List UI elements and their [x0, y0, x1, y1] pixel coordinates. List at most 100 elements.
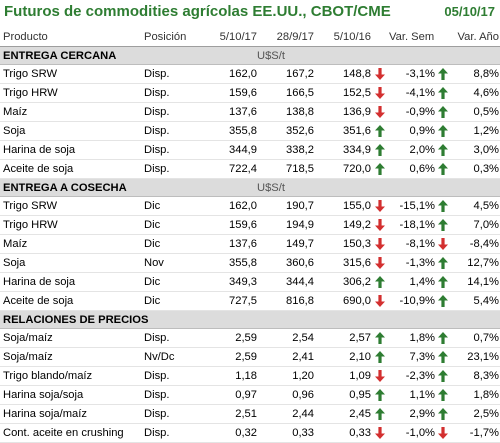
product-name: Harina soja/maíz	[0, 404, 144, 424]
col-header-date3: 5/10/16	[314, 28, 371, 47]
position: Dic	[144, 215, 212, 235]
yearly-change: 3,0%	[451, 140, 500, 160]
product-name: Harina de soja	[0, 140, 144, 160]
table-row: Soja Nov 355,8 360,6 315,6 -1,3% 12,7%	[0, 253, 500, 273]
price-current: 2,59	[212, 328, 257, 348]
product-name: Trigo SRW	[0, 64, 144, 84]
product-name: Cont. aceite en crushing	[0, 423, 144, 443]
table-row: Aceite de soja Dic 727,5 816,8 690,0 -10,9% 5,…	[0, 291, 500, 311]
arrow-up-icon	[438, 87, 448, 100]
price-year-ago: 152,5	[314, 83, 371, 103]
arrow-down-icon	[375, 370, 385, 383]
yearly-change: 4,6%	[451, 83, 500, 103]
yearly-trend	[435, 215, 451, 235]
weekly-change: 0,6%	[389, 159, 435, 179]
price-year-ago: 720,0	[314, 159, 371, 179]
price-current: 349,3	[212, 272, 257, 292]
col-header-spacer	[435, 28, 451, 47]
weekly-trend	[371, 347, 389, 367]
position: Disp.	[144, 64, 212, 84]
table-row: Trigo blando/maíz Disp. 1,18 1,20 1,09 -2,3% 8…	[0, 366, 500, 386]
position: Disp.	[144, 140, 212, 160]
weekly-trend	[371, 215, 389, 235]
arrow-up-icon	[375, 408, 385, 421]
product-name: Soja	[0, 253, 144, 273]
weekly-change: -3,1%	[389, 64, 435, 84]
arrow-up-icon	[438, 295, 448, 308]
yearly-change: 8,3%	[451, 366, 500, 386]
arrow-down-icon	[375, 219, 385, 232]
col-header-spacer	[371, 28, 389, 47]
yearly-change: 23,1%	[451, 347, 500, 367]
price-week-ago: 190,7	[257, 196, 314, 216]
yearly-trend	[435, 64, 451, 84]
product-name: Aceite de soja	[0, 291, 144, 311]
weekly-change: 7,3%	[389, 347, 435, 367]
position: Disp.	[144, 423, 212, 443]
commodities-panel: Futuros de commodities agrícolas EE.UU.,…	[0, 3, 500, 443]
yearly-trend	[435, 102, 451, 122]
price-year-ago: 0,33	[314, 423, 371, 443]
section-header: ENTREGA CERCANA U$S/t	[0, 46, 500, 65]
price-year-ago: 149,2	[314, 215, 371, 235]
weekly-change: -1,0%	[389, 423, 435, 443]
arrow-up-icon	[438, 219, 448, 232]
yearly-change: -8,4%	[451, 234, 500, 254]
price-current: 2,59	[212, 347, 257, 367]
price-week-ago: 816,8	[257, 291, 314, 311]
price-current: 137,6	[212, 102, 257, 122]
table-row: Trigo SRW Disp. 162,0 167,2 148,8 -3,1% 8,8%	[0, 64, 500, 84]
arrow-up-icon	[438, 144, 448, 157]
yearly-change: 0,7%	[451, 328, 500, 348]
yearly-trend	[435, 140, 451, 160]
col-header-var-sem: Var. Sem.	[389, 28, 435, 47]
weekly-trend	[371, 140, 389, 160]
price-year-ago: 334,9	[314, 140, 371, 160]
section-header: ENTREGA A COSECHA U$S/t	[0, 178, 500, 197]
yearly-change: 4,5%	[451, 196, 500, 216]
price-week-ago: 344,4	[257, 272, 314, 292]
price-week-ago: 167,2	[257, 64, 314, 84]
weekly-trend	[371, 159, 389, 179]
weekly-change: -0,9%	[389, 102, 435, 122]
yearly-change: 7,0%	[451, 215, 500, 235]
price-year-ago: 2,57	[314, 328, 371, 348]
table-row: Trigo HRW Disp. 159,6 166,5 152,5 -4,1% 4,6%	[0, 83, 500, 103]
arrow-down-icon	[438, 427, 448, 440]
product-name: Soja	[0, 121, 144, 141]
arrow-up-icon	[375, 125, 385, 138]
yearly-change: -1,7%	[451, 423, 500, 443]
price-year-ago: 351,6	[314, 121, 371, 141]
arrow-up-icon	[438, 370, 448, 383]
arrow-down-icon	[375, 106, 385, 119]
table-row: Trigo SRW Dic 162,0 190,7 155,0 -15,1% 4,5%	[0, 196, 500, 216]
weekly-trend	[371, 64, 389, 84]
product-name: Maíz	[0, 102, 144, 122]
price-year-ago: 690,0	[314, 291, 371, 311]
section-title: ENTREGA CERCANA	[0, 46, 257, 65]
price-week-ago: 2,54	[257, 328, 314, 348]
weekly-change: -18,1%	[389, 215, 435, 235]
price-week-ago: 2,44	[257, 404, 314, 424]
price-current: 355,8	[212, 121, 257, 141]
weekly-trend	[371, 121, 389, 141]
arrow-down-icon	[375, 427, 385, 440]
price-year-ago: 148,8	[314, 64, 371, 84]
arrow-up-icon	[375, 332, 385, 345]
yearly-change: 1,8%	[451, 385, 500, 405]
yearly-trend	[435, 404, 451, 424]
position: Disp.	[144, 385, 212, 405]
price-current: 722,4	[212, 159, 257, 179]
table-row: Cont. aceite en crushing Disp. 0,32 0,33 0,3…	[0, 423, 500, 443]
yearly-change: 2,5%	[451, 404, 500, 424]
table-row: Aceite de soja Disp. 722,4 718,5 720,0 0,6% 0,…	[0, 159, 500, 179]
position: Disp.	[144, 159, 212, 179]
price-year-ago: 155,0	[314, 196, 371, 216]
weekly-trend	[371, 328, 389, 348]
price-year-ago: 315,6	[314, 253, 371, 273]
section-unit	[257, 310, 500, 329]
yearly-change: 8,8%	[451, 64, 500, 84]
price-current: 0,97	[212, 385, 257, 405]
price-current: 159,6	[212, 215, 257, 235]
weekly-trend	[371, 291, 389, 311]
